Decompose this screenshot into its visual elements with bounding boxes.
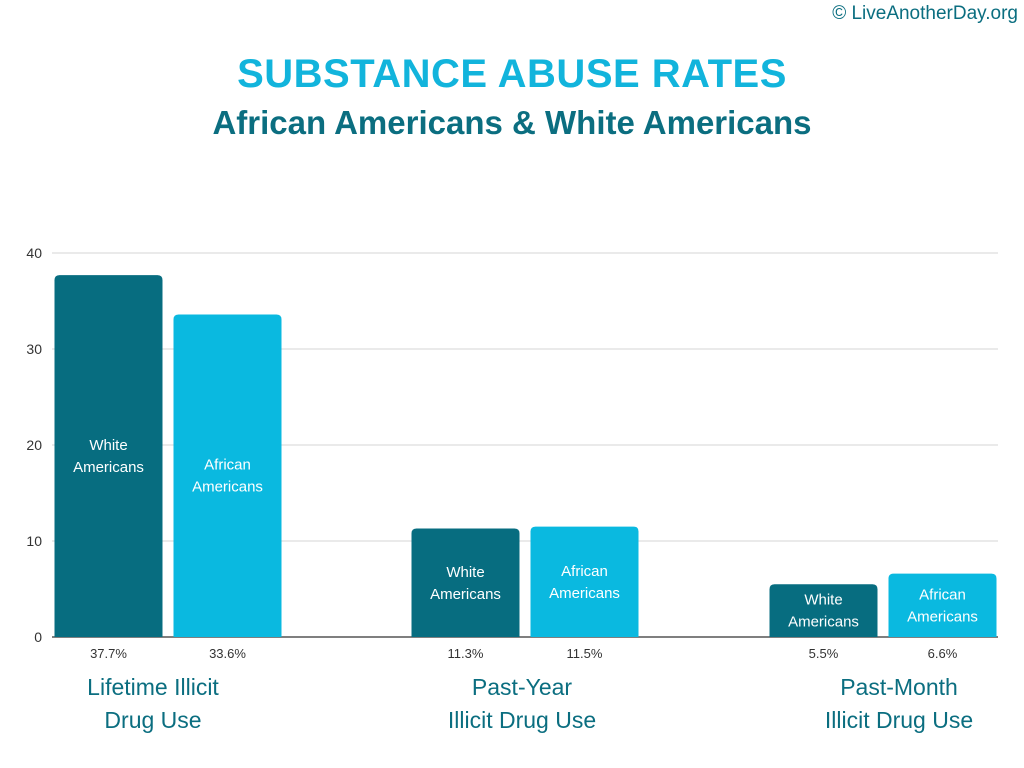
bar-series-label: African Americans <box>907 586 978 625</box>
bar-series-label: African Americans <box>192 457 263 496</box>
bar-value-label: 11.5% <box>567 646 603 661</box>
y-tick-label: 0 <box>34 629 42 645</box>
category-label-line: Past-Year <box>471 674 573 700</box>
bar-value-label: 11.3% <box>448 646 484 661</box>
y-tick-label: 20 <box>26 437 42 453</box>
bar-value-label: 5.5% <box>809 646 839 661</box>
y-tick-label: 40 <box>26 245 42 261</box>
category-label-line: Drug Use <box>104 707 202 733</box>
bar-value-label: 33.6% <box>209 646 246 661</box>
copyright-text: © LiveAnotherDay.org <box>832 3 1018 24</box>
y-tick-label: 10 <box>26 533 42 549</box>
category-label: Past-Year Illicit Drug Use <box>402 671 642 737</box>
y-tick-label: 30 <box>26 341 42 357</box>
bar-series-label: White Americans <box>430 564 501 603</box>
bar-value-label: 37.7% <box>90 646 127 661</box>
bar <box>769 584 878 637</box>
category-label: Past-Month Illicit Drug Use <box>779 671 1019 737</box>
bar <box>54 275 163 637</box>
chart-subtitle: African Americans & White Americans <box>212 104 812 141</box>
bar-series-label: African Americans <box>549 563 620 602</box>
bar-series-label: White Americans <box>788 592 859 631</box>
bar-value-label: 6.6% <box>928 646 958 661</box>
bar <box>173 314 282 637</box>
category-label-line: Lifetime Illicit <box>87 674 219 700</box>
category-label-line: Illicit Drug Use <box>447 707 597 733</box>
chart-title: SUBSTANCE ABUSE RATES <box>237 52 787 96</box>
category-label-line: Illicit Drug Use <box>824 707 974 733</box>
bar-series-label: White Americans <box>73 437 144 476</box>
bar <box>888 573 997 637</box>
category-label: Lifetime Illicit Drug Use <box>33 671 273 737</box>
category-label-line: Past-Month <box>840 674 958 700</box>
bar <box>411 528 520 637</box>
bar <box>530 526 639 637</box>
